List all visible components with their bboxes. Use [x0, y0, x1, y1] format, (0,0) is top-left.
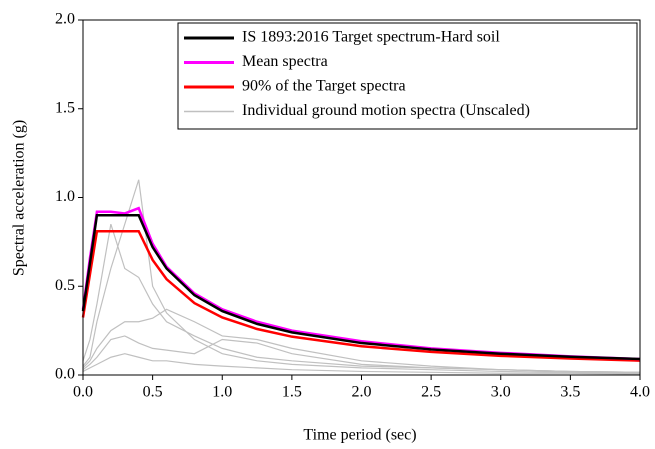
x-tick-label: 3.0 — [491, 384, 511, 401]
legend-label: Individual ground motion spectra (Unscal… — [242, 102, 530, 119]
y-tick-label: 1.0 — [55, 188, 75, 205]
series-line — [82, 353, 641, 375]
legend-box — [177, 22, 638, 130]
x-tick-label: 3.5 — [560, 384, 580, 401]
x-tick-label: 0.5 — [143, 384, 163, 401]
legend-label: Mean spectra — [242, 53, 328, 70]
series-line — [81, 214, 641, 361]
y-tick-label: 2.0 — [55, 11, 75, 28]
series-line — [82, 223, 641, 373]
plot-frame — [82, 19, 641, 376]
x-tick-label: 0.0 — [73, 384, 93, 401]
series-line — [82, 179, 641, 374]
series-line — [82, 308, 641, 373]
y-tick-label: 0.0 — [55, 366, 75, 383]
x-tick-label: 4.0 — [630, 384, 650, 401]
x-tick-label: 2.0 — [352, 384, 372, 401]
x-tick-label: 2.5 — [421, 384, 441, 401]
legend-label: 90% of the Target spectra — [242, 78, 406, 95]
x-axis-label: Time period (sec) — [303, 427, 416, 444]
legend-label: IS 1893:2016 Target spectrum-Hard soil — [242, 29, 500, 46]
series-line — [81, 206, 641, 361]
x-tick-label: 1.0 — [212, 384, 232, 401]
x-tick-label: 1.5 — [282, 384, 302, 401]
y-tick-label: 0.5 — [55, 277, 75, 294]
y-axis-label: Spectral acceleration (g) — [11, 120, 28, 276]
y-tick-label: 1.5 — [55, 99, 75, 116]
series-line — [81, 229, 641, 362]
